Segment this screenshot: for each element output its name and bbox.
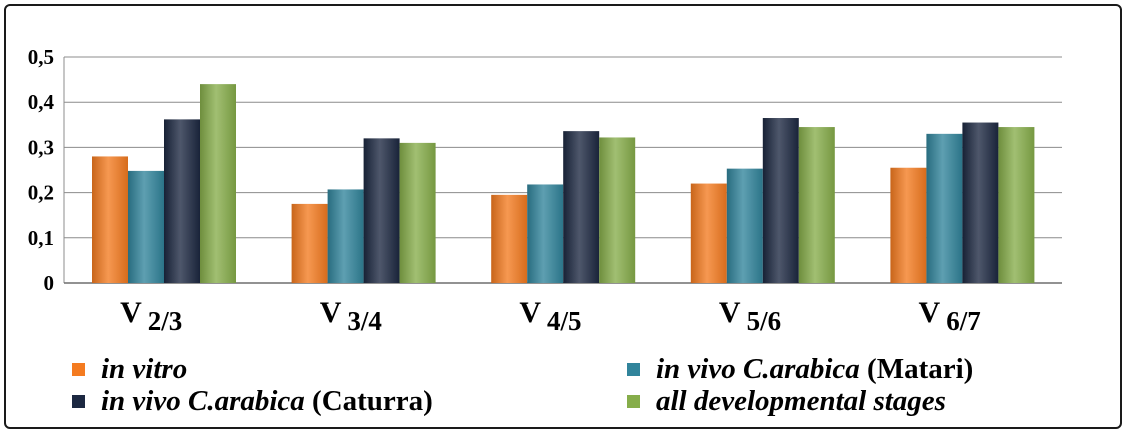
y-tick-label: 0,2 bbox=[28, 181, 54, 205]
bar bbox=[128, 170, 164, 283]
x-tick-label-sub: 6/7 bbox=[946, 306, 981, 336]
bar bbox=[962, 122, 999, 283]
x-tick-label-sub: 2/3 bbox=[148, 306, 183, 336]
bar bbox=[762, 118, 799, 284]
legend-item: in vitro bbox=[72, 355, 187, 384]
legend-label: in vivo C.arabica bbox=[101, 385, 305, 417]
x-tick-label-sub: 3/4 bbox=[347, 306, 382, 336]
bar bbox=[926, 133, 963, 283]
bar bbox=[200, 84, 236, 284]
bar bbox=[527, 184, 564, 283]
bar bbox=[690, 183, 727, 283]
bar bbox=[164, 119, 200, 283]
legend-item: in vivo C.arabica (Caturra) bbox=[72, 387, 433, 416]
x-tick-label: V bbox=[719, 296, 741, 329]
legend-label: in vitro bbox=[101, 353, 188, 385]
legend-label-suffix: (Caturra) bbox=[304, 385, 433, 417]
legend-swatch bbox=[72, 395, 85, 408]
x-tick-label: V bbox=[120, 296, 142, 329]
bar bbox=[491, 194, 528, 283]
bar bbox=[399, 142, 436, 283]
bar bbox=[291, 203, 328, 283]
legend-swatch bbox=[627, 395, 640, 408]
x-tick-label: V bbox=[320, 296, 342, 329]
legend-label: all developmental stages bbox=[656, 385, 946, 417]
bar bbox=[726, 168, 763, 283]
legend-swatch bbox=[627, 363, 640, 376]
legend-label: in vivo C.arabica bbox=[656, 353, 860, 385]
bar bbox=[798, 127, 835, 283]
x-tick-label-sub: 5/6 bbox=[747, 306, 782, 336]
bar bbox=[363, 138, 400, 283]
legend-swatch bbox=[72, 363, 85, 376]
x-tick-label: V bbox=[919, 296, 941, 329]
y-tick-label: 0,3 bbox=[28, 135, 54, 159]
bar bbox=[890, 167, 927, 283]
y-tick-label: 0,1 bbox=[28, 226, 54, 250]
bar bbox=[563, 131, 600, 283]
legend-item: all developmental stages bbox=[627, 387, 946, 416]
bar bbox=[92, 156, 128, 283]
bar bbox=[998, 127, 1035, 283]
bar bbox=[599, 137, 636, 283]
y-tick-label: 0,4 bbox=[28, 90, 55, 114]
legend-label-suffix: (Matari) bbox=[859, 353, 974, 385]
legend-item: in vivo C.arabica (Matari) bbox=[627, 355, 973, 384]
x-tick-label-sub: 4/5 bbox=[547, 306, 582, 336]
bar bbox=[327, 189, 364, 283]
x-tick-label: V bbox=[519, 296, 541, 329]
y-tick-label: 0 bbox=[44, 271, 55, 295]
y-tick-label: 0,5 bbox=[28, 45, 54, 69]
